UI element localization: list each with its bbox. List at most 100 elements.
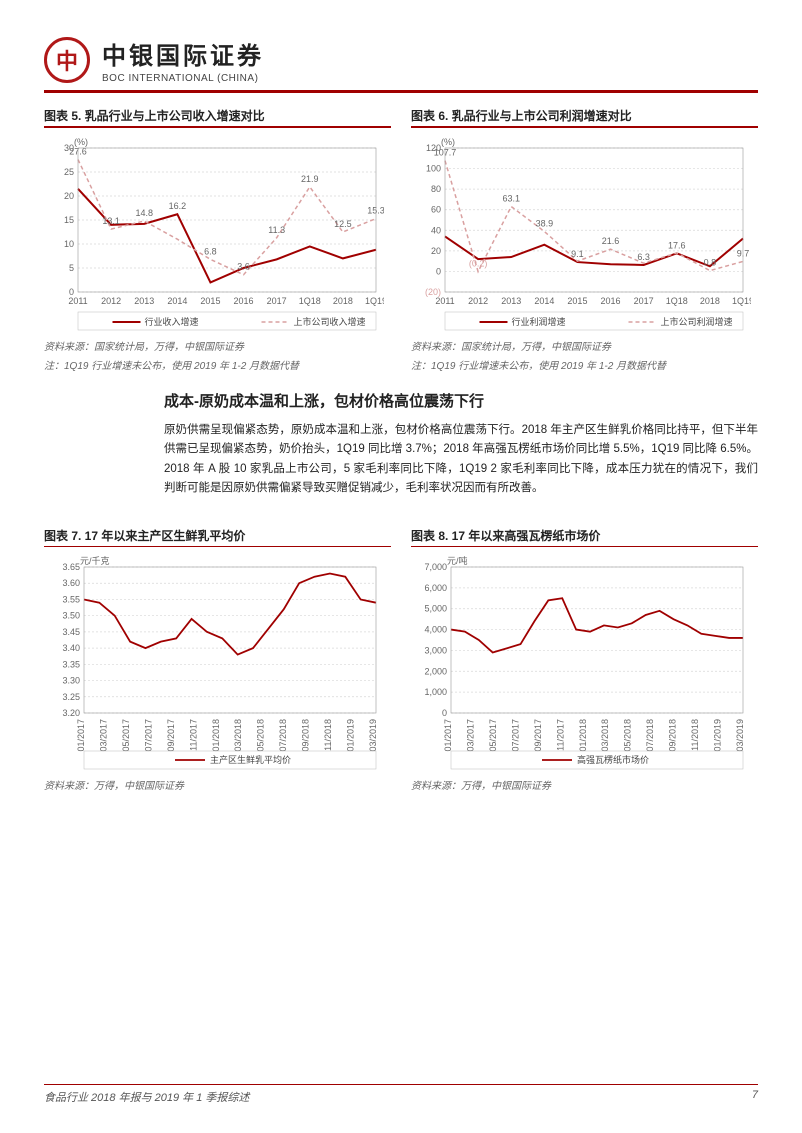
svg-text:6,000: 6,000 (424, 583, 447, 593)
svg-text:15.3: 15.3 (367, 205, 384, 215)
svg-text:4,000: 4,000 (424, 625, 447, 635)
svg-text:11/2017: 11/2017 (555, 719, 565, 751)
svg-text:1Q18: 1Q18 (666, 296, 688, 306)
svg-text:2016: 2016 (601, 296, 621, 306)
svg-text:2016: 2016 (234, 296, 254, 306)
svg-text:主产区生鲜乳平均价: 主产区生鲜乳平均价 (210, 754, 291, 765)
svg-text:01/2017: 01/2017 (443, 719, 453, 752)
svg-text:1Q19: 1Q19 (732, 296, 751, 306)
svg-text:6.3: 6.3 (637, 251, 650, 261)
chart6-title: 图表 6. 乳品行业与上市公司利润增速对比 (411, 107, 758, 124)
header: 中 中银国际证券 BOC INTERNATIONAL (CHINA) (44, 36, 758, 84)
svg-text:07/2018: 07/2018 (278, 719, 288, 752)
svg-text:2011: 2011 (68, 296, 87, 306)
svg-text:2017: 2017 (634, 296, 654, 306)
svg-text:63.1: 63.1 (502, 193, 520, 203)
svg-text:01/2018: 01/2018 (211, 719, 221, 752)
svg-text:11/2017: 11/2017 (188, 719, 198, 751)
chart6-note: 注：1Q19 行业增速未公布，使用 2019 年 1-2 月数据代替 (411, 357, 758, 372)
svg-text:03/2019: 03/2019 (735, 719, 745, 752)
chart6: (%)(20)020406080100120201120122013201420… (411, 134, 751, 334)
svg-text:3.30: 3.30 (62, 676, 80, 686)
svg-text:12.5: 12.5 (334, 219, 352, 229)
svg-text:14.8: 14.8 (135, 207, 153, 217)
svg-text:2018: 2018 (700, 296, 720, 306)
svg-text:2014: 2014 (167, 296, 187, 306)
svg-text:(0.2): (0.2) (469, 258, 488, 268)
svg-text:3.35: 3.35 (62, 660, 80, 670)
svg-text:11.3: 11.3 (268, 224, 285, 234)
chart7-title: 图表 7. 17 年以来主产区生鲜乳平均价 (44, 527, 391, 544)
svg-text:2017: 2017 (267, 296, 287, 306)
chart5: (%)0510152025302011201220132014201520162… (44, 134, 384, 334)
svg-text:3.40: 3.40 (62, 643, 80, 653)
svg-text:11/2018: 11/2018 (690, 719, 700, 751)
chart8-source: 资料来源：万得，中银国际证券 (411, 777, 758, 792)
svg-text:2018: 2018 (333, 296, 353, 306)
svg-text:0.8: 0.8 (704, 257, 717, 267)
svg-text:01/2018: 01/2018 (578, 719, 588, 752)
chart5-title-rule (44, 126, 391, 128)
svg-text:2015: 2015 (200, 296, 220, 306)
svg-text:07/2018: 07/2018 (645, 719, 655, 752)
svg-text:上市公司利润增速: 上市公司利润增速 (661, 316, 733, 327)
svg-text:2013: 2013 (134, 296, 154, 306)
svg-text:2014: 2014 (534, 296, 554, 306)
svg-text:2012: 2012 (468, 296, 488, 306)
svg-text:9.1: 9.1 (571, 249, 584, 259)
svg-text:1Q19: 1Q19 (365, 296, 384, 306)
section-title: 成本-原奶成本温和上涨，包材价格高位震荡下行 (164, 390, 758, 411)
svg-text:09/2018: 09/2018 (301, 719, 311, 752)
svg-text:5,000: 5,000 (424, 604, 447, 614)
svg-text:80: 80 (431, 184, 441, 194)
svg-text:3.45: 3.45 (62, 627, 80, 637)
svg-text:16.2: 16.2 (169, 201, 187, 211)
svg-text:2011: 2011 (435, 296, 454, 306)
svg-text:20: 20 (64, 191, 74, 201)
svg-text:2013: 2013 (501, 296, 521, 306)
svg-text:09/2018: 09/2018 (668, 719, 678, 752)
svg-text:行业收入增速: 行业收入增速 (145, 316, 199, 327)
svg-text:03/2017: 03/2017 (465, 719, 475, 752)
svg-text:60: 60 (431, 204, 441, 214)
svg-text:3.60: 3.60 (62, 578, 80, 588)
svg-text:3,000: 3,000 (424, 646, 447, 656)
svg-text:上市公司收入增速: 上市公司收入增速 (294, 316, 366, 327)
chart5-title: 图表 5. 乳品行业与上市公司收入增速对比 (44, 107, 391, 124)
svg-text:05/2018: 05/2018 (623, 719, 633, 752)
svg-text:行业利润增速: 行业利润增速 (512, 316, 566, 327)
svg-text:元/吨: 元/吨 (447, 555, 468, 566)
svg-text:07/2017: 07/2017 (143, 719, 153, 752)
svg-text:2,000: 2,000 (424, 666, 447, 676)
svg-text:40: 40 (431, 225, 441, 235)
svg-text:13.1: 13.1 (102, 216, 120, 226)
svg-text:21.6: 21.6 (602, 236, 620, 246)
svg-text:3.50: 3.50 (62, 611, 80, 621)
svg-text:01/2017: 01/2017 (76, 719, 86, 752)
brand-en: BOC INTERNATIONAL (CHINA) (102, 73, 264, 84)
svg-text:38.9: 38.9 (536, 218, 554, 228)
boc-logo-icon: 中 (44, 37, 90, 83)
svg-text:3.6: 3.6 (237, 261, 250, 271)
svg-text:(%): (%) (441, 137, 455, 147)
svg-text:100: 100 (426, 163, 441, 173)
svg-text:0: 0 (442, 708, 447, 718)
svg-text:2012: 2012 (101, 296, 121, 306)
svg-text:0: 0 (436, 266, 441, 276)
svg-text:元/千克: 元/千克 (80, 556, 110, 566)
chart6-source: 资料来源：国家统计局，万得，中银国际证券 (411, 338, 758, 353)
svg-text:01/2019: 01/2019 (713, 719, 723, 752)
svg-text:09/2017: 09/2017 (533, 719, 543, 752)
svg-text:3.25: 3.25 (62, 692, 80, 702)
svg-text:3.65: 3.65 (62, 562, 80, 572)
brand-cn: 中银国际证券 (102, 36, 264, 71)
svg-text:05/2018: 05/2018 (256, 719, 266, 752)
svg-text:11/2018: 11/2018 (323, 719, 333, 751)
svg-text:10: 10 (64, 239, 74, 249)
svg-text:05/2017: 05/2017 (121, 719, 131, 752)
footer-page: 7 (752, 1089, 758, 1105)
chart8-title: 图表 8. 17 年以来高强瓦楞纸市场价 (411, 527, 758, 544)
chart5-source: 资料来源：国家统计局，万得，中银国际证券 (44, 338, 391, 353)
svg-text:21.9: 21.9 (301, 173, 319, 183)
svg-text:25: 25 (64, 167, 74, 177)
